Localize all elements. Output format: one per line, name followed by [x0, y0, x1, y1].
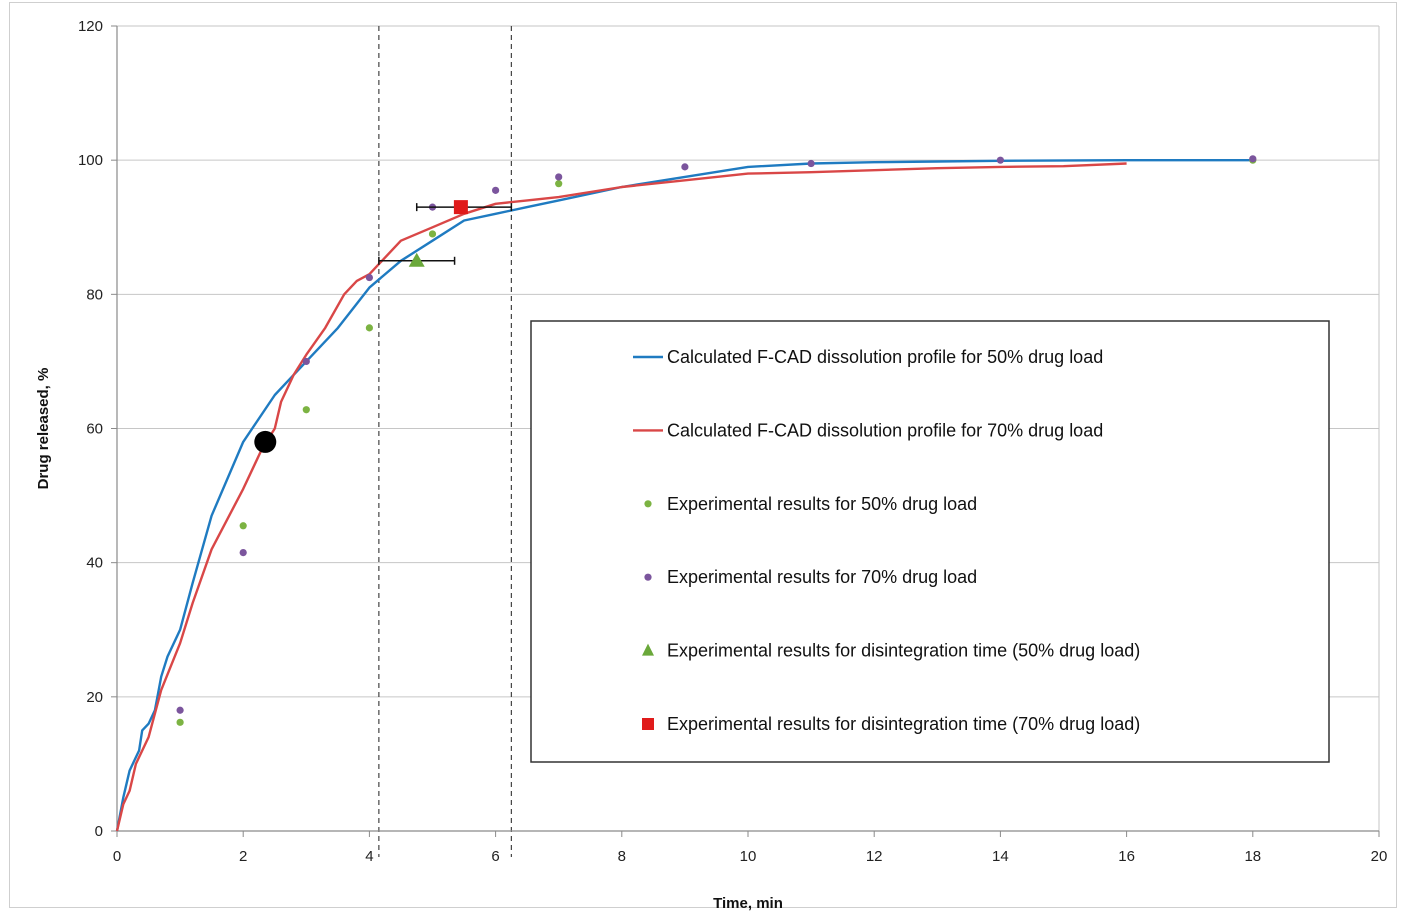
y-tick-label: 20	[86, 689, 103, 706]
data-point	[365, 324, 373, 332]
legend-label: Experimental results for 50% drug load	[667, 494, 977, 514]
series-1	[115, 159, 1253, 832]
series-layer	[115, 155, 1257, 832]
legend-label: Calculated F-CAD dissolution profile for…	[667, 347, 1103, 367]
data-point	[492, 186, 500, 194]
legend-swatch-dot	[644, 500, 652, 508]
data-point	[408, 252, 425, 267]
series-line	[115, 159, 1253, 832]
series-7	[254, 430, 277, 453]
legend-label: Experimental results for disintegration …	[667, 641, 1140, 661]
data-point	[239, 522, 247, 530]
series-3	[176, 156, 1257, 726]
y-tick-label: 0	[95, 823, 103, 840]
x-tick-label: 2	[239, 848, 247, 865]
y-tick-label: 100	[78, 152, 103, 169]
y-tick-label: 80	[86, 286, 103, 303]
series-4	[176, 155, 1257, 714]
data-point	[302, 357, 310, 366]
y-tick-label: 120	[78, 18, 103, 35]
data-point	[996, 156, 1005, 164]
legend-label: Experimental results for 70% drug load	[667, 567, 977, 587]
data-point	[555, 180, 563, 188]
legend-label: Calculated F-CAD dissolution profile for…	[667, 420, 1103, 440]
data-point	[681, 163, 689, 171]
series-line	[115, 162, 1127, 832]
x-tick-label: 14	[992, 848, 1009, 865]
chart-frame	[9, 2, 1397, 908]
legend: Calculated F-CAD dissolution profile for…	[530, 320, 1330, 763]
legend-label: Experimental results for disintegration …	[667, 714, 1140, 734]
x-tick-label: 20	[1371, 848, 1388, 865]
legend-box	[530, 320, 1330, 763]
y-axis-label: Drug released, %	[35, 368, 52, 490]
axes	[111, 25, 1380, 837]
data-point	[254, 430, 277, 453]
data-point	[807, 159, 815, 168]
reference-lines	[378, 26, 512, 857]
series-5	[378, 252, 456, 267]
data-point	[453, 200, 468, 215]
data-point	[1249, 155, 1257, 163]
x-tick-label: 0	[113, 848, 121, 865]
data-point	[428, 230, 437, 238]
y-tick-label: 60	[86, 421, 103, 438]
x-tick-label: 10	[740, 848, 757, 865]
legend-swatch-square	[642, 718, 654, 730]
series-6	[415, 200, 513, 215]
data-point	[302, 406, 310, 414]
data-point	[555, 173, 563, 181]
tick-labels: 0 2 4 6 8 10 12 14 16 18 20 0 20 40 60 80 100 120	[78, 18, 1387, 865]
x-tick-label: 8	[618, 848, 626, 865]
data-point	[176, 706, 184, 714]
x-tick-label: 16	[1118, 848, 1135, 865]
x-tick-label: 4	[365, 848, 373, 865]
x-tick-label: 6	[491, 848, 499, 865]
x-tick-label: 12	[866, 848, 883, 865]
legend-swatch-triangle	[642, 643, 654, 656]
x-tick-label: 18	[1244, 848, 1261, 865]
data-point	[239, 549, 247, 557]
series-2	[115, 162, 1127, 832]
data-point	[176, 718, 184, 726]
y-tick-label: 40	[86, 555, 103, 572]
x-axis-label: Time, min	[713, 895, 783, 912]
legend-swatch-dot	[644, 573, 652, 581]
data-point	[365, 273, 373, 282]
